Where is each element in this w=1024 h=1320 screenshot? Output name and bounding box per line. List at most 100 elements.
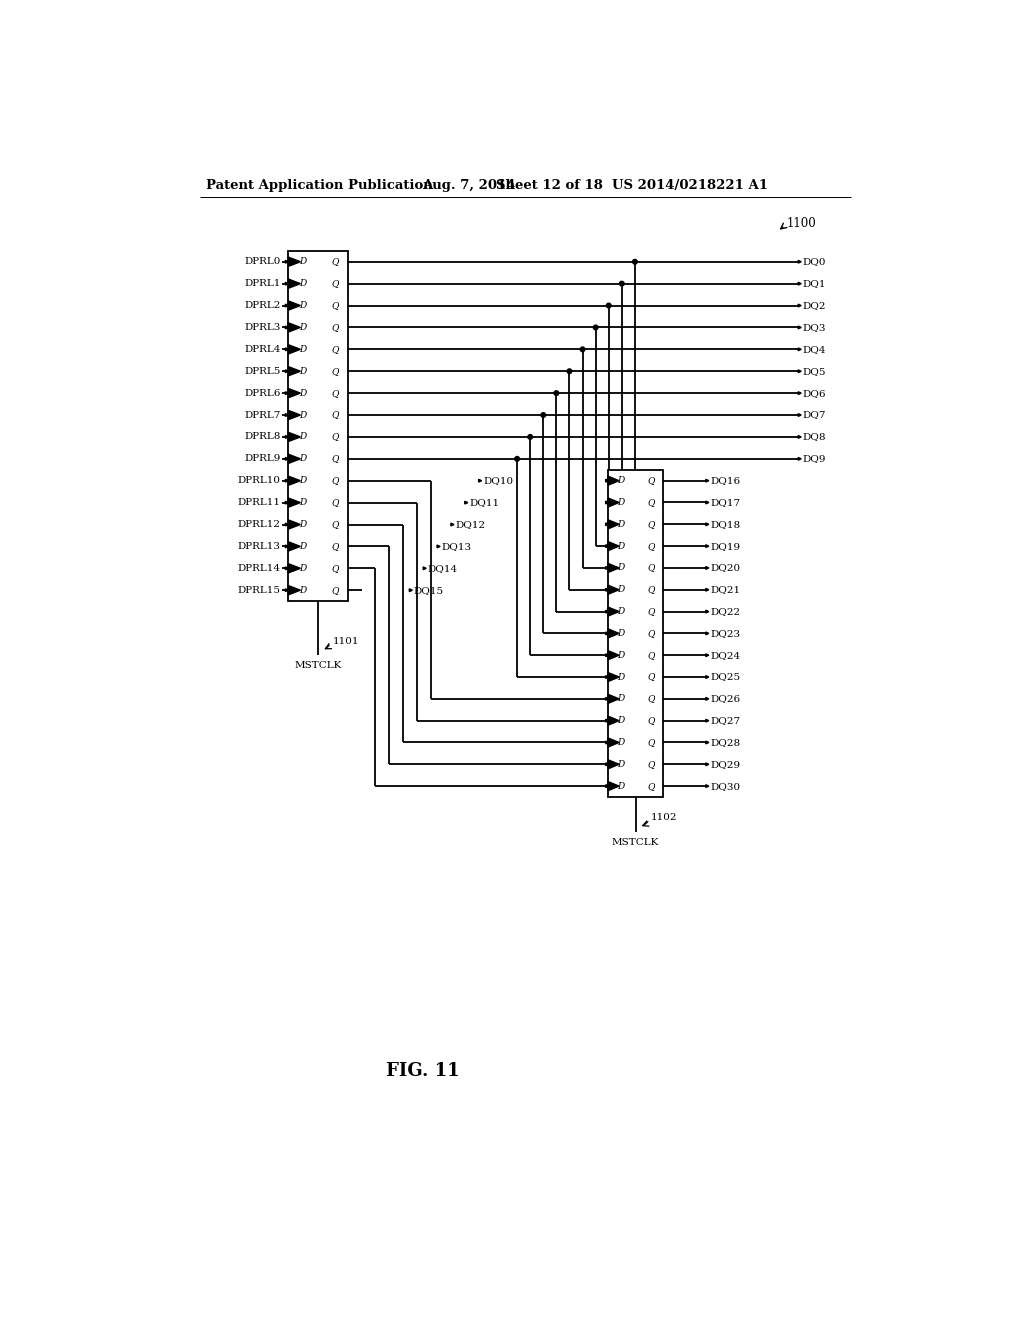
Circle shape [554,391,559,396]
Text: Q: Q [647,585,655,594]
Text: Q: Q [332,367,339,376]
Text: DQ3: DQ3 [803,323,826,331]
Text: DQ29: DQ29 [711,760,740,768]
Polygon shape [289,454,300,463]
Polygon shape [706,566,709,569]
Polygon shape [605,523,608,525]
Polygon shape [465,502,468,504]
Text: D: D [617,651,625,660]
Polygon shape [706,763,709,766]
Text: Q: Q [647,520,655,529]
Polygon shape [286,523,289,525]
Polygon shape [289,388,300,397]
Polygon shape [798,282,801,285]
Text: D: D [617,781,625,791]
Text: DPRL4: DPRL4 [245,345,281,354]
Polygon shape [286,304,289,308]
Polygon shape [410,589,413,591]
Text: Q: Q [647,498,655,507]
Polygon shape [286,282,289,285]
Polygon shape [286,502,289,504]
Polygon shape [798,392,801,395]
Text: D: D [299,498,306,507]
Text: DQ0: DQ0 [803,257,826,267]
Text: Q: Q [332,586,339,595]
Polygon shape [286,392,289,395]
Text: DPRL14: DPRL14 [238,564,281,573]
Text: DQ27: DQ27 [711,717,740,725]
Polygon shape [286,458,289,461]
Text: Q: Q [332,345,339,354]
Polygon shape [608,498,620,507]
Circle shape [593,325,598,330]
Text: DQ23: DQ23 [711,628,740,638]
Text: DQ22: DQ22 [711,607,740,616]
Text: Q: Q [332,388,339,397]
Text: Q: Q [332,433,339,441]
Polygon shape [289,520,300,529]
Polygon shape [286,566,289,570]
Polygon shape [605,566,608,569]
Text: DPRL12: DPRL12 [238,520,281,529]
Circle shape [581,347,585,351]
Polygon shape [798,260,801,263]
Polygon shape [608,564,620,573]
Polygon shape [706,697,709,700]
Polygon shape [706,479,709,482]
Polygon shape [289,541,300,550]
Polygon shape [608,585,620,594]
Polygon shape [706,632,709,635]
Text: D: D [617,694,625,704]
Polygon shape [798,326,801,329]
Text: D: D [617,477,625,486]
Polygon shape [286,545,289,548]
Text: D: D [617,738,625,747]
Text: D: D [299,543,306,550]
Text: DQ1: DQ1 [803,279,826,288]
Text: DPRL13: DPRL13 [238,543,281,550]
Text: DQ7: DQ7 [803,411,826,420]
Text: MSTCLK: MSTCLK [295,661,342,671]
Polygon shape [451,523,454,525]
Text: DPRL7: DPRL7 [245,411,281,420]
Text: DQ6: DQ6 [803,388,826,397]
Text: Q: Q [647,694,655,704]
Text: D: D [299,301,306,310]
Text: Q: Q [647,564,655,573]
Text: DQ24: DQ24 [711,651,740,660]
Polygon shape [289,498,300,507]
Text: DPRL10: DPRL10 [238,477,281,486]
Text: DQ25: DQ25 [711,672,740,681]
Text: DPRL5: DPRL5 [245,367,281,376]
Text: D: D [617,585,625,594]
Text: MSTCLK: MSTCLK [612,838,659,847]
Text: Q: Q [647,717,655,725]
Text: D: D [617,760,625,768]
Text: Q: Q [647,541,655,550]
Polygon shape [286,260,289,263]
Text: D: D [617,628,625,638]
Text: Q: Q [647,760,655,768]
Polygon shape [798,370,801,372]
Polygon shape [608,672,620,681]
Text: DQ5: DQ5 [803,367,826,376]
Polygon shape [289,586,300,595]
Text: DPRL2: DPRL2 [245,301,281,310]
Text: US 2014/0218221 A1: US 2014/0218221 A1 [611,178,768,191]
Text: Q: Q [332,498,339,507]
Polygon shape [605,719,608,722]
Text: D: D [299,345,306,354]
Text: DQ17: DQ17 [711,498,740,507]
Text: DPRL1: DPRL1 [245,279,281,288]
Polygon shape [286,436,289,438]
Text: D: D [299,367,306,376]
Circle shape [620,281,625,286]
Text: DQ30: DQ30 [711,781,740,791]
Text: Q: Q [332,301,339,310]
Text: DQ12: DQ12 [456,520,485,529]
Polygon shape [286,479,289,482]
Text: DPRL11: DPRL11 [238,498,281,507]
Polygon shape [608,520,620,529]
Polygon shape [706,653,709,656]
Text: Q: Q [332,543,339,550]
